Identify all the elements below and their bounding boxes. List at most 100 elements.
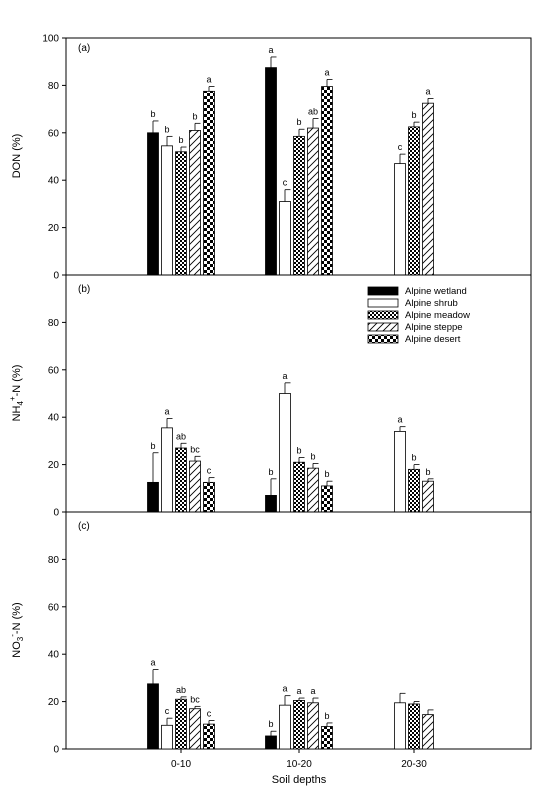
panel-a-steppe-2-letter: a xyxy=(425,86,430,96)
panel-a-shrub-0-bar xyxy=(161,145,173,276)
x-tick-label-1: 10-20 xyxy=(286,759,312,770)
panel-c-shrub-1-letter: a xyxy=(282,684,287,694)
panel-c-ylabel: NO3--N (%) xyxy=(8,602,25,657)
panel-b-steppe-1-bar xyxy=(307,467,319,513)
panel-c-yaxis: 0 20 40 60 80 xyxy=(48,555,66,756)
legend-swatch-wetland xyxy=(367,286,399,296)
panel-c-ytick-label: 0 xyxy=(53,745,59,756)
panel-b-meadow-0-bar xyxy=(175,447,187,513)
panel-c-ytick-label: 20 xyxy=(48,697,60,708)
panel-c-meadow-1-letter: a xyxy=(296,686,301,696)
panel-b-steppe-1-letter: b xyxy=(310,451,315,461)
panel-b-meadow-1-bar xyxy=(293,461,305,513)
panel-a-steppe-1-letter: ab xyxy=(308,107,318,117)
panel-b-shrub-0-letter: a xyxy=(164,406,169,416)
x-tick-label-2: 20-30 xyxy=(401,759,427,770)
panel-c-meadow-0-letter: ab xyxy=(176,685,186,695)
panel-c-shrub-1-bar xyxy=(279,704,291,750)
panel-a-steppe-2-bar xyxy=(422,102,434,276)
panel-a-meadow-1-bar xyxy=(293,135,305,276)
panel-b-desert-0-letter: c xyxy=(207,466,212,476)
legend-swatch-shrub xyxy=(367,298,399,308)
legend-item-meadow: Alpine meadow xyxy=(367,310,470,321)
panel-a-shrub-2-letter: c xyxy=(398,142,403,152)
panel-b-ylabel: NH4+-N (%) xyxy=(8,365,25,422)
panel-b-ytick-label: 80 xyxy=(48,318,60,329)
panel-a-desert-1-bar xyxy=(321,86,333,276)
panel-b-wetland-1-letter: b xyxy=(268,467,273,477)
x-axis: 0-10 10-20 20-30 Soil depths xyxy=(171,749,427,786)
panel-b-wetland-0-bar xyxy=(147,481,159,513)
panel-c-shrub-0-letter: c xyxy=(165,706,170,716)
panel-a-meadow-2-letter: b xyxy=(411,110,416,120)
panel-a-desert-0-bar xyxy=(203,90,215,276)
panel-c-ylabel-rest: -N (%) xyxy=(11,602,23,634)
panel-b-ylabel-main: NH xyxy=(11,405,23,421)
panel-b-meadow-2-letter: b xyxy=(411,453,416,463)
panel-b-wetland-1-bar xyxy=(265,495,277,513)
panel-c-desert-1-letter: b xyxy=(324,711,329,721)
panel-a-steppe-0-bar xyxy=(189,130,201,276)
panel-a-meadow-1-letter: b xyxy=(296,117,301,127)
panel-a-ytick-label: 80 xyxy=(48,81,60,92)
panel-c-ytick-label: 40 xyxy=(48,650,60,661)
panel-b-ylabel-sub: 4 xyxy=(16,401,25,406)
panel-b-ytick-label: 60 xyxy=(48,365,60,376)
panel-c-meadow-2-bar xyxy=(408,703,420,750)
panel-c-steppe-2-bar xyxy=(422,714,434,750)
panel-b-yaxis: 0 20 40 60 80 xyxy=(48,318,66,519)
panel-b-meadow-0-letter: ab xyxy=(176,431,186,441)
legend-swatch-desert xyxy=(367,334,399,344)
panel-b-shrub-2-bar xyxy=(394,431,406,513)
panel-b-shrub-0-bar xyxy=(161,427,173,513)
legend-item-wetland: Alpine wetland xyxy=(367,286,467,297)
panel-a-wetland-0-bar xyxy=(147,132,159,276)
panel-c-shrub-2-bar xyxy=(394,702,406,750)
panel-b-label: (b) xyxy=(78,284,90,295)
panel-b-steppe-0-bar xyxy=(189,460,201,513)
legend-label-desert: Alpine desert xyxy=(405,334,461,345)
x-tick-label-0: 0-10 xyxy=(171,759,191,770)
panel-a-ytick-label: 60 xyxy=(48,128,60,139)
panel-c-wetland-1-bar xyxy=(265,735,277,750)
panel-c-ylabel-sub: 3 xyxy=(16,636,25,641)
panel-a-wetland-1-letter: a xyxy=(268,45,273,55)
legend-swatch-meadow xyxy=(367,310,399,320)
panel-a-ytick-label: 40 xyxy=(48,176,60,187)
panel-a-ylabel: DON (%) xyxy=(11,134,23,179)
panel-a-label: (a) xyxy=(78,43,90,54)
legend-label-shrub: Alpine shrub xyxy=(405,298,458,309)
panel-b-shrub-2-letter: a xyxy=(397,415,402,425)
legend-label-steppe: Alpine steppe xyxy=(405,322,463,333)
panel-a-wetland-1-bar xyxy=(265,67,277,276)
panel-c-ylabel-sup: - xyxy=(8,634,17,637)
panel-a-shrub-0-letter: b xyxy=(164,124,169,134)
legend-swatch-steppe xyxy=(367,322,399,332)
x-axis-title: Soil depths xyxy=(272,774,327,786)
panel-c-wetland-1-letter: b xyxy=(268,719,273,729)
panel-c-steppe-0-letter: bc xyxy=(190,694,200,704)
panel-b-ytick-label: 20 xyxy=(48,460,60,471)
panel-c-label: (c) xyxy=(78,521,90,532)
panel-a-ytick-label: 100 xyxy=(42,34,59,45)
legend-item-desert: Alpine desert xyxy=(367,334,461,345)
panel-a-ytick-label: 0 xyxy=(53,271,59,282)
legend-label-wetland: Alpine wetland xyxy=(405,286,467,297)
panel-a-desert-0-letter: a xyxy=(206,75,211,85)
panel-a-shrub-1-bar xyxy=(279,201,291,276)
panel-c-steppe-1-letter: a xyxy=(310,686,315,696)
panel-b-wetland-0-letter: b xyxy=(150,441,155,451)
panel-c-desert-0-bar xyxy=(203,723,215,750)
panel-c-ylabel-main: NO xyxy=(11,641,23,658)
panel-a-shrub-1-letter: c xyxy=(283,178,288,188)
panel-b-steppe-2-letter: b xyxy=(425,467,430,477)
panel-a-wetland-0-letter: b xyxy=(150,109,155,119)
panel-a-ytick-label: 20 xyxy=(48,223,60,234)
panel-c-ytick-label: 60 xyxy=(48,602,60,613)
panel-c-desert-1-bar xyxy=(321,726,333,750)
